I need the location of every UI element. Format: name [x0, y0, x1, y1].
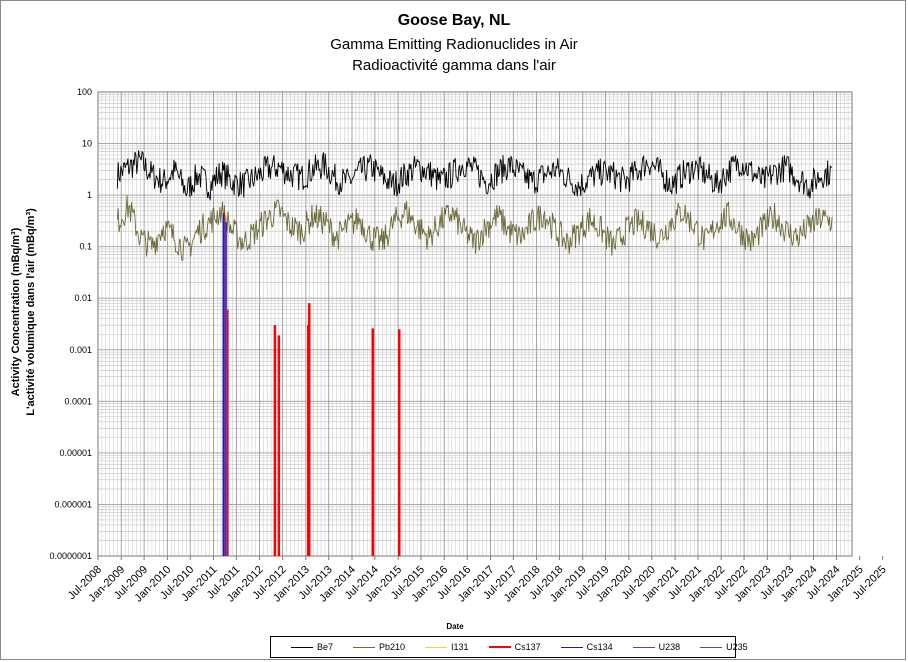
legend-label: U238	[658, 642, 681, 652]
legend-swatch	[700, 646, 723, 648]
y-tick-label: 0.01	[74, 293, 92, 303]
legend-item-cs134: Cs134	[560, 642, 613, 652]
chart-title: Goose Bay, NL	[397, 12, 511, 29]
y-tick-label: 0.0000001	[49, 551, 92, 561]
y-tick-label: 0.001	[69, 345, 92, 355]
y-tick-label: 10	[82, 139, 92, 149]
y-tick-label: 0.000001	[54, 499, 92, 509]
legend-item-u235: U235	[700, 642, 748, 652]
series-line-pb210	[116, 195, 833, 261]
legend-label: I131	[451, 642, 469, 652]
y-tick-label: 0.0001	[64, 396, 92, 406]
legend-swatch	[560, 646, 583, 648]
legend-swatch	[353, 646, 376, 648]
plot-border	[97, 91, 853, 557]
legend-swatch	[425, 646, 448, 648]
legend-label: Pb210	[379, 642, 406, 652]
y-tick-label: 0.1	[79, 242, 92, 252]
legend-item-u238: U238	[632, 642, 681, 652]
y-tick-label: 0.00001	[59, 448, 92, 458]
legend-label: U235	[726, 642, 748, 652]
series-line-be7	[116, 150, 833, 201]
legend-label: Cs137	[514, 642, 541, 652]
y-tick-label: 100	[77, 87, 92, 97]
legend-label: Cs134	[586, 642, 613, 652]
x-axis-label: Date	[446, 622, 464, 631]
legend-item-be7: Be7	[291, 642, 333, 652]
legend: Be7 Pb210 I131 Cs137 Cs134 U238 U235	[270, 636, 748, 658]
chart-subtitle-en: Gamma Emitting Radionuclides in Air	[330, 36, 578, 53]
legend-item-pb210: Pb210	[353, 642, 405, 652]
chart-subtitle-fr: Radioactivité gamma dans l'air	[352, 57, 556, 74]
y-tick-label: 1	[87, 190, 92, 200]
legend-item-i131: I131	[425, 642, 469, 652]
legend-label: Be7	[317, 642, 334, 652]
legend-item-cs137: Cs137	[488, 642, 541, 652]
legend-swatch	[488, 646, 511, 648]
legend-swatch	[632, 646, 655, 648]
legend-swatch	[291, 646, 313, 648]
